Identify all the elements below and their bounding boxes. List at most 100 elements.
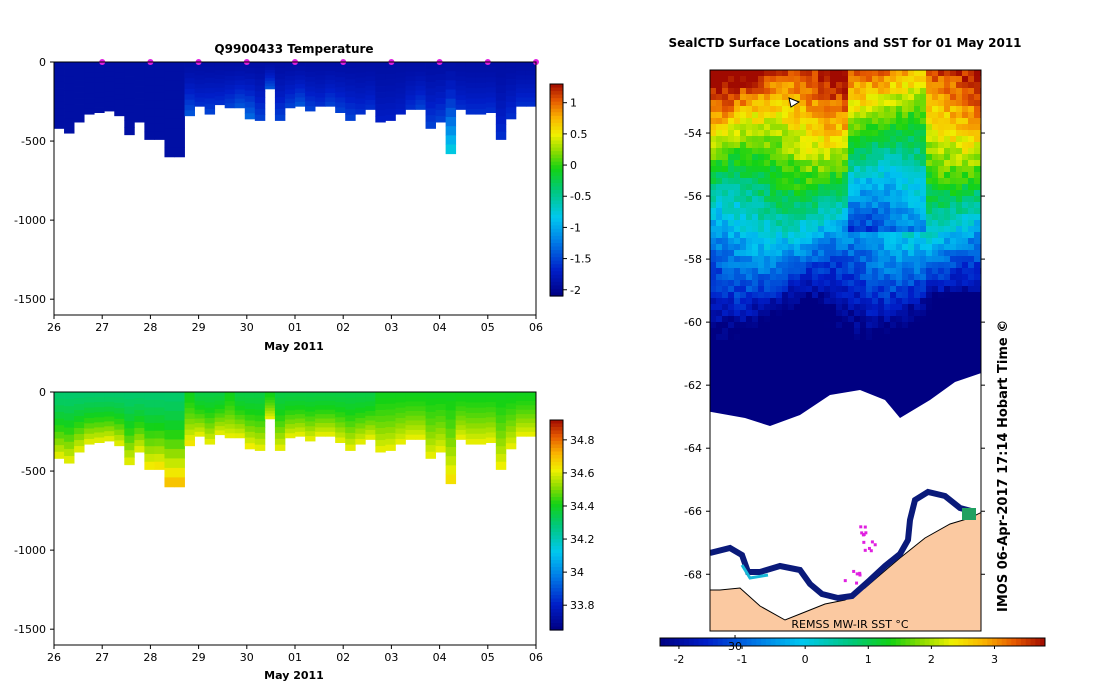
sst-cell bbox=[800, 322, 807, 329]
sst-cell bbox=[878, 244, 885, 251]
sst-cell bbox=[854, 190, 861, 197]
sst-cell bbox=[842, 346, 849, 353]
sst-cell bbox=[836, 322, 843, 329]
profile-cell bbox=[335, 407, 346, 413]
sst-colorbar-swatch bbox=[862, 638, 868, 646]
sst-cell bbox=[788, 346, 795, 353]
sst-cell bbox=[728, 190, 735, 197]
profile-cell bbox=[144, 62, 155, 71]
sst-cell bbox=[758, 112, 765, 119]
sst-cell bbox=[836, 190, 843, 197]
sst-cell bbox=[812, 184, 819, 191]
profile-cell bbox=[174, 392, 185, 402]
sst-colorbar-swatch bbox=[669, 638, 675, 646]
profile-cell bbox=[305, 81, 316, 87]
profile-cell bbox=[425, 405, 436, 413]
sst-cell bbox=[788, 232, 795, 239]
profile-cell bbox=[114, 424, 125, 431]
sst-cell bbox=[746, 298, 753, 305]
profile-cell bbox=[104, 62, 115, 68]
ship-track-marker bbox=[788, 97, 801, 108]
sst-cell bbox=[710, 328, 717, 335]
sst-cell bbox=[800, 94, 807, 101]
sst-cell bbox=[950, 88, 957, 95]
cb1-tick-label: 0.5 bbox=[570, 128, 588, 141]
sst-cell bbox=[890, 310, 897, 317]
sst-cell bbox=[734, 352, 741, 359]
profile-cell bbox=[174, 448, 185, 459]
sst-colorbar-tick-label: -2 bbox=[673, 653, 684, 666]
profile-cell bbox=[495, 446, 507, 455]
profile-cell bbox=[244, 397, 256, 404]
sst-cell bbox=[812, 364, 819, 371]
sst-cell bbox=[890, 208, 897, 215]
sst-cell bbox=[800, 112, 807, 119]
profile-cell bbox=[395, 72, 406, 79]
sst-cell bbox=[770, 310, 777, 317]
sst-cell bbox=[938, 136, 945, 143]
cb1-swatch bbox=[550, 218, 563, 223]
sst-cell bbox=[752, 178, 759, 185]
profile-cell bbox=[375, 98, 386, 105]
sst-cell bbox=[842, 118, 849, 125]
sst-cell bbox=[890, 382, 897, 389]
sst-cell bbox=[974, 166, 981, 173]
profile-cell bbox=[214, 413, 226, 419]
profile-cell bbox=[425, 398, 436, 406]
profile-cell bbox=[184, 72, 195, 79]
profile-cell bbox=[385, 85, 396, 92]
profile-cell bbox=[184, 94, 195, 101]
sst-cell bbox=[950, 142, 957, 149]
seal-location bbox=[858, 571, 862, 575]
sst-cell bbox=[866, 364, 873, 371]
profile-cell bbox=[274, 67, 286, 75]
sst-cell bbox=[896, 340, 903, 347]
sst-cell bbox=[740, 166, 747, 173]
sst-cell bbox=[722, 256, 729, 263]
profile-cell bbox=[274, 85, 286, 92]
sst-cell bbox=[854, 130, 861, 137]
sst-cell bbox=[782, 388, 789, 395]
profile-cell bbox=[234, 89, 246, 95]
sst-colorbar-swatch bbox=[674, 638, 680, 646]
sst-cell bbox=[794, 388, 801, 395]
sst-cell bbox=[794, 352, 801, 359]
sst-cell bbox=[716, 250, 723, 257]
sst-cell bbox=[860, 280, 867, 287]
cb1-swatch bbox=[550, 115, 563, 120]
cb1-swatch bbox=[550, 186, 563, 191]
sst-cell bbox=[830, 352, 837, 359]
sst-colorbar-swatch bbox=[871, 638, 878, 646]
sst-cell bbox=[950, 202, 957, 209]
sst-cell bbox=[920, 364, 927, 371]
sst-cell bbox=[716, 376, 723, 383]
profile-cell bbox=[505, 392, 517, 399]
sst-cell bbox=[836, 358, 843, 365]
sst-cell bbox=[902, 310, 909, 317]
sst-cell bbox=[902, 226, 909, 233]
sst-cell bbox=[920, 184, 927, 191]
sst-cell bbox=[920, 94, 927, 101]
sst-cell bbox=[860, 292, 867, 299]
sst-cell bbox=[794, 292, 801, 299]
sst-cell bbox=[926, 250, 933, 257]
sst-cell bbox=[818, 382, 825, 389]
profile-cell bbox=[254, 397, 266, 405]
sst-cell bbox=[932, 76, 939, 83]
sst-colorbar-swatch bbox=[876, 638, 882, 646]
sst-cell bbox=[968, 148, 975, 155]
profile-cell bbox=[134, 422, 145, 429]
sst-cell bbox=[776, 124, 783, 131]
sst-cell bbox=[728, 208, 735, 215]
map-y-tick-label: -54 bbox=[684, 127, 702, 140]
profile-cell bbox=[405, 66, 416, 72]
sst-colorbar-swatch bbox=[910, 638, 916, 646]
sst-cell bbox=[944, 220, 951, 227]
sst-cell bbox=[920, 154, 927, 161]
profile-cell bbox=[184, 440, 195, 447]
sst-cell bbox=[746, 292, 753, 299]
sst-cell bbox=[716, 268, 723, 275]
sst-cell bbox=[710, 352, 717, 359]
sst-cell bbox=[788, 328, 795, 335]
sst-cell bbox=[914, 364, 921, 371]
